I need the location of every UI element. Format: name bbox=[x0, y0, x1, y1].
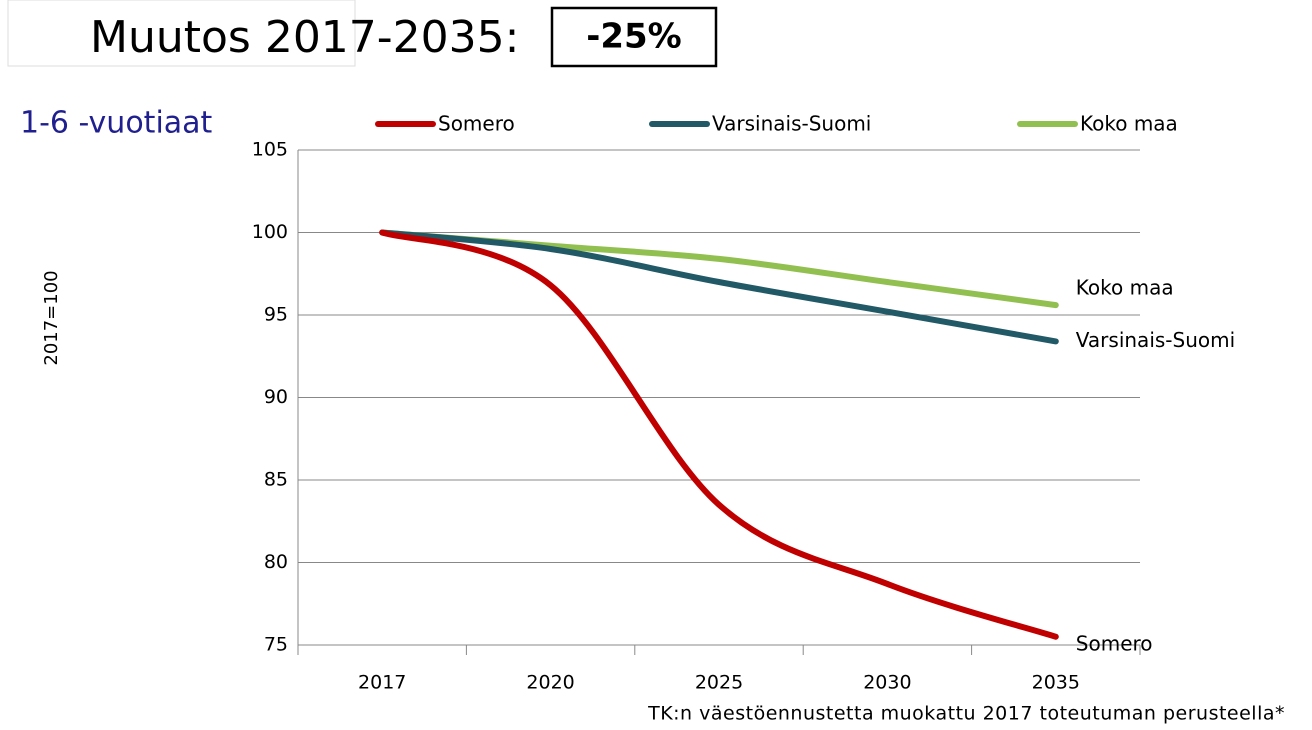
x-tick-label: 2035 bbox=[1032, 672, 1080, 694]
y-tick-label: 95 bbox=[264, 304, 288, 326]
legend-label: Somero bbox=[438, 112, 515, 136]
y-axis-label: 2017=100 bbox=[41, 270, 62, 365]
y-tick-label: 90 bbox=[264, 386, 288, 408]
x-tick-label: 2020 bbox=[526, 672, 574, 694]
line bbox=[379, 229, 1059, 345]
x-tick-label: 2030 bbox=[863, 672, 911, 694]
chart-title: Muutos 2017-2035: bbox=[90, 12, 519, 63]
y-tick-label: 80 bbox=[264, 551, 288, 573]
end-label: Koko maa bbox=[1076, 276, 1174, 300]
title-frame bbox=[7, 0, 356, 67]
end-label: Varsinais-Suomi bbox=[1076, 328, 1235, 352]
subtitle: 1-6 -vuotiaat bbox=[20, 106, 213, 141]
change-box bbox=[550, 6, 718, 68]
y-tick-label: 75 bbox=[264, 634, 288, 656]
y-tick-label: 100 bbox=[252, 221, 288, 243]
x-tick-label: 2025 bbox=[695, 672, 743, 694]
y-tick-label: 105 bbox=[252, 139, 288, 161]
line bbox=[379, 229, 1059, 640]
change-label: -25% bbox=[586, 17, 682, 57]
legend-label: Koko maa bbox=[1080, 112, 1178, 136]
end-label: Somero bbox=[1076, 631, 1153, 655]
footnote: TK:n väestöennustetta muokattu 2017 tote… bbox=[647, 703, 1285, 725]
y-tick-label: 85 bbox=[264, 469, 288, 491]
x-tick-label: 2017 bbox=[358, 672, 406, 694]
legend-label: Varsinais-Suomi bbox=[712, 112, 871, 136]
